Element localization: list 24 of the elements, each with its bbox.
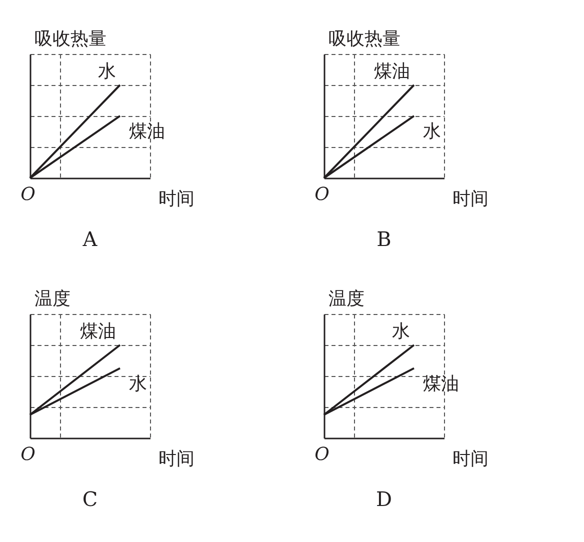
- x-axis-title: 时间: [158, 188, 194, 210]
- series-label: 水: [423, 120, 441, 142]
- text: B: [376, 227, 392, 251]
- series-label: 水: [392, 321, 410, 342]
- series-label: 水: [129, 373, 147, 394]
- text: O: [20, 184, 36, 205]
- x-axis-title: 时间: [452, 188, 488, 210]
- x-axis-title: 时间: [158, 448, 194, 470]
- text: O: [20, 444, 36, 465]
- y-axis-title: 吸收热量: [328, 28, 400, 50]
- series-label: 水: [98, 61, 116, 82]
- text: O: [314, 444, 330, 465]
- text: D: [376, 487, 392, 511]
- text: C: [82, 487, 98, 511]
- x-axis-title: 时间: [452, 448, 488, 470]
- text: A: [82, 227, 98, 251]
- series-label: 煤油: [80, 321, 116, 342]
- text: O: [314, 184, 330, 205]
- y-axis-title: 吸收热量: [34, 28, 106, 50]
- y-axis-title: 温度: [328, 288, 364, 310]
- series-label: 煤油: [374, 61, 410, 82]
- series-label: 煤油: [423, 373, 459, 394]
- y-axis-title: 温度: [34, 288, 70, 310]
- series-label: 煤油: [129, 120, 165, 142]
